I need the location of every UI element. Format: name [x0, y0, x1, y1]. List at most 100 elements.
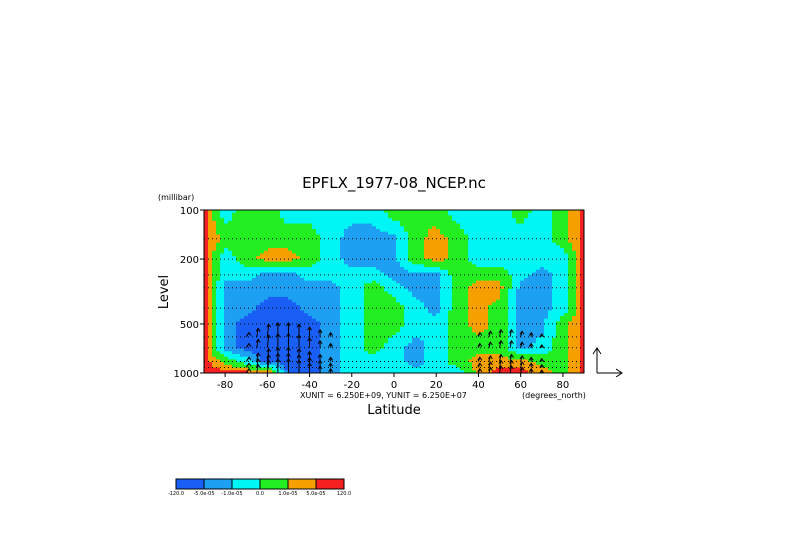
field-cell — [520, 258, 525, 263]
field-cell — [380, 239, 385, 244]
field-cell — [520, 253, 525, 257]
field-cell — [432, 267, 437, 271]
field-cell — [396, 324, 401, 328]
field-cell — [320, 286, 325, 290]
field-cell — [452, 234, 457, 238]
field-cell — [340, 283, 345, 287]
field-cell — [212, 229, 217, 233]
field-cell — [484, 234, 489, 238]
field-cell — [460, 237, 465, 241]
field-cell — [380, 334, 385, 339]
field-cell — [576, 299, 581, 303]
field-cell — [552, 305, 557, 309]
field-cell — [300, 326, 305, 331]
field-cell — [388, 321, 393, 325]
field-cell — [204, 318, 209, 322]
field-cell — [520, 272, 525, 276]
field-cell — [460, 310, 465, 314]
field-cell — [536, 343, 541, 347]
field-cell — [312, 299, 317, 303]
field-cell — [456, 343, 461, 347]
field-cell — [552, 348, 557, 352]
field-cell — [424, 343, 429, 347]
field-cell — [508, 272, 513, 276]
field-cell — [480, 218, 485, 222]
field-cell — [580, 283, 584, 287]
field-cell — [456, 305, 461, 309]
field-cell — [236, 302, 241, 306]
field-cell — [468, 272, 473, 276]
field-cell — [420, 337, 425, 341]
field-cell — [208, 340, 213, 344]
field-cell — [364, 291, 369, 295]
field-cell — [568, 288, 573, 293]
field-cell — [424, 210, 429, 214]
field-cell — [368, 313, 373, 317]
field-cell — [476, 234, 481, 238]
field-cell — [456, 256, 461, 260]
field-cell — [468, 286, 473, 290]
field-cell — [436, 267, 441, 271]
field-cell — [556, 264, 561, 268]
field-cell — [416, 215, 421, 219]
field-cell — [572, 348, 577, 352]
field-cell — [556, 218, 561, 222]
field-cell — [436, 307, 441, 312]
field-cell — [304, 343, 309, 347]
field-cell — [392, 305, 397, 309]
field-cell — [576, 318, 581, 322]
field-cell — [248, 280, 253, 284]
field-cell — [556, 345, 561, 350]
field-cell — [464, 315, 469, 320]
field-cell — [204, 310, 209, 314]
field-cell — [280, 215, 285, 219]
field-cell — [380, 305, 385, 309]
field-cell — [540, 313, 545, 317]
field-cell — [372, 215, 377, 219]
field-cell — [308, 343, 313, 347]
field-cell — [348, 226, 353, 230]
field-cell — [432, 229, 437, 233]
field-cell — [268, 269, 273, 274]
field-cell — [224, 294, 229, 298]
field-cell — [304, 296, 309, 301]
field-cell — [264, 256, 269, 260]
field-cell — [204, 253, 209, 257]
field-cell — [524, 286, 529, 290]
field-cell — [416, 345, 421, 350]
field-cell — [508, 258, 513, 263]
field-cell — [424, 223, 429, 227]
field-cell — [328, 337, 333, 341]
field-cell — [556, 288, 561, 293]
field-cell — [356, 288, 361, 293]
field-cell — [408, 215, 413, 219]
field-cell — [256, 269, 261, 274]
field-cell — [256, 302, 261, 306]
field-cell — [560, 239, 565, 244]
field-cell — [256, 310, 261, 314]
field-cell — [312, 256, 317, 260]
field-cell — [464, 256, 469, 260]
field-cell — [296, 321, 301, 325]
field-cell — [412, 302, 417, 306]
field-cell — [472, 334, 477, 339]
field-cell — [516, 318, 521, 322]
field-cell — [292, 253, 297, 257]
field-cell — [224, 307, 229, 312]
field-cell — [416, 302, 421, 306]
field-cell — [500, 229, 505, 233]
field-cell — [508, 223, 513, 227]
field-cell — [420, 258, 425, 263]
field-cell — [504, 229, 509, 233]
field-cell — [420, 296, 425, 301]
field-cell — [376, 299, 381, 303]
field-cell — [252, 245, 257, 249]
field-cell — [352, 239, 357, 244]
field-cell — [268, 302, 273, 306]
field-cell — [564, 258, 569, 263]
field-cell — [368, 248, 373, 252]
field-cell — [472, 326, 477, 331]
field-cell — [300, 210, 305, 214]
field-cell — [376, 223, 381, 227]
field-cell — [232, 215, 237, 219]
